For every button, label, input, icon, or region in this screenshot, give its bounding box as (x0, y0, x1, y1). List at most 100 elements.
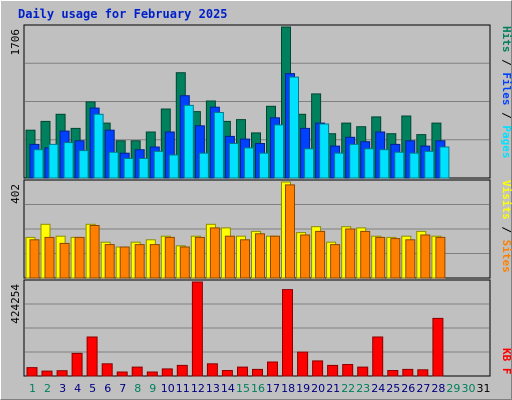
bar-sites-day-8 (134, 244, 145, 279)
bar-sites-day-3 (59, 242, 70, 279)
legend-separator: / (500, 106, 512, 126)
day-label-4: 4 (74, 382, 81, 395)
bar-kb-f-day-19 (297, 351, 309, 377)
bar-sites-day-20 (315, 230, 326, 279)
bar-pages-day-13 (213, 112, 224, 179)
bar-sites-day-25 (390, 238, 401, 279)
bar-kb-f-day-17 (267, 361, 278, 377)
bar-kb-f-day-25 (387, 370, 399, 377)
bar-sites-day-4 (74, 236, 85, 279)
legend-item-pages: Pages (500, 125, 512, 158)
bar-kb-f-day-1 (26, 367, 38, 377)
day-label-7: 7 (119, 382, 126, 395)
bar-sites-day-1 (29, 239, 40, 279)
bar-sites-day-7 (119, 246, 130, 279)
bar-kb-f-day-26 (402, 368, 414, 377)
legend-separator: / (500, 53, 512, 73)
bar-kb-f-day-11 (176, 364, 188, 377)
day-label-31: 31 (477, 382, 491, 395)
bar-sites-day-22 (345, 228, 356, 279)
day-label-16: 16 (251, 382, 265, 395)
bar-kb-f-day-27 (417, 369, 429, 377)
bar-sites-day-21 (330, 244, 341, 279)
bar-pages-day-6 (108, 151, 119, 179)
day-label-22: 22 (341, 382, 355, 395)
bar-sites-day-12 (194, 236, 205, 279)
bar-sites-day-2 (44, 236, 55, 279)
legend-visits-sites: Visits / Sites (500, 180, 512, 273)
bar-pages-day-3 (63, 142, 74, 179)
bar-sites-day-14 (224, 235, 235, 279)
bar-kb-f-day-7 (116, 371, 128, 377)
bar-sites-day-5 (89, 225, 100, 279)
bar-kb-f-day-22 (342, 364, 354, 377)
bar-kb-f-day-5 (86, 336, 98, 377)
day-label-17: 17 (266, 382, 280, 395)
bar-sites-day-15 (240, 239, 250, 279)
day-label-19: 19 (296, 382, 310, 395)
bar-sites-day-17 (270, 235, 280, 279)
day-label-12: 12 (191, 382, 205, 395)
legend-item-kb-f: KB F (500, 348, 512, 375)
day-label-8: 8 (134, 382, 141, 395)
bar-kb-f-day-15 (237, 366, 248, 377)
ymax-label: 424254 (9, 284, 22, 324)
bar-pages-day-28 (439, 146, 450, 179)
bar-pages-day-10 (168, 154, 179, 179)
bar-pages-day-26 (409, 152, 420, 179)
bar-sites-day-13 (209, 227, 220, 279)
day-label-25: 25 (386, 382, 400, 395)
bar-pages-day-1 (33, 149, 44, 179)
ymax-label: 402 (9, 184, 22, 204)
chart-title: Daily usage for February 2025 (18, 7, 228, 21)
day-label-18: 18 (281, 382, 295, 395)
day-label-15: 15 (236, 382, 250, 395)
bar-kb-f-day-16 (252, 368, 263, 377)
bar-pages-day-23 (364, 148, 375, 179)
bar-kb-f-day-24 (372, 336, 384, 377)
bar-pages-day-14 (228, 143, 239, 179)
bar-kb-f-day-2 (41, 370, 53, 377)
legend-hits-files-pages: Hits / Files / Pages (500, 26, 512, 159)
bar-kb-f-day-8 (131, 366, 143, 377)
bar-sites-day-24 (375, 236, 386, 279)
bar-kb-f-day-6 (101, 363, 113, 377)
day-label-28: 28 (431, 382, 445, 395)
bar-kb-f-day-14 (221, 370, 233, 377)
bar-sites-day-9 (149, 244, 160, 279)
day-label-24: 24 (371, 382, 385, 395)
day-label-27: 27 (416, 382, 430, 395)
bar-kb-f-day-28 (432, 317, 444, 377)
bar-pages-day-21 (334, 152, 345, 179)
day-label-6: 6 (104, 382, 111, 395)
bar-pages-day-2 (48, 143, 59, 179)
bar-pages-day-18 (289, 76, 299, 179)
day-label-13: 13 (206, 382, 220, 395)
day-label-2: 2 (44, 382, 51, 395)
day-label-5: 5 (89, 382, 96, 395)
bar-pages-day-5 (93, 113, 104, 179)
day-label-21: 21 (326, 382, 340, 395)
bar-pages-day-11 (183, 104, 194, 179)
day-label-10: 10 (161, 382, 175, 395)
bar-kb-f-day-18 (282, 289, 293, 377)
bar-kb-f-day-4 (71, 352, 83, 377)
legend-item-sites: Sites (500, 240, 512, 273)
bar-sites-day-11 (179, 246, 190, 279)
bar-kb-f-day-21 (327, 364, 339, 377)
day-label-29: 29 (446, 382, 460, 395)
bar-kb-f-day-9 (146, 371, 158, 377)
bar-sites-day-10 (164, 236, 175, 279)
bar-kb-f-day-13 (206, 363, 218, 377)
bar-sites-day-23 (360, 230, 371, 279)
bar-kb-f-day-3 (56, 370, 68, 377)
day-label-14: 14 (221, 382, 235, 395)
bar-pages-day-19 (304, 148, 315, 179)
bar-pages-day-16 (259, 152, 269, 179)
bar-pages-day-24 (379, 149, 390, 179)
day-label-11: 11 (176, 382, 190, 395)
legend-item-hits: Hits (500, 26, 512, 53)
bar-pages-day-8 (138, 158, 149, 179)
legend-kbytes: KB F (500, 348, 512, 375)
